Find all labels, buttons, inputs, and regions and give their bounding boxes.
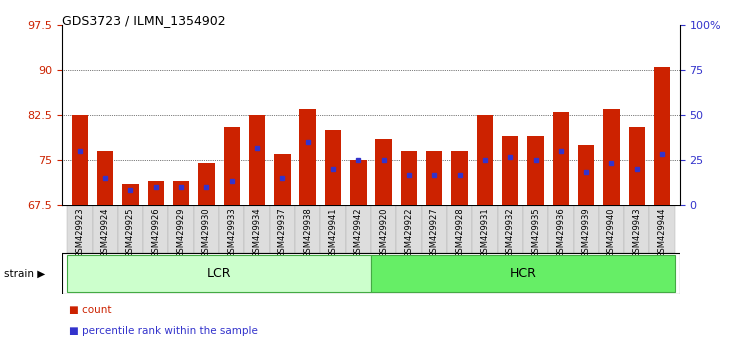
Bar xyxy=(548,205,574,253)
Bar xyxy=(325,130,341,205)
Bar xyxy=(224,127,240,205)
Bar xyxy=(118,205,143,253)
Bar xyxy=(523,205,548,253)
Text: GSM429922: GSM429922 xyxy=(404,208,414,258)
Text: GSM429926: GSM429926 xyxy=(151,208,160,258)
Bar xyxy=(447,205,472,253)
Bar xyxy=(396,205,422,253)
Text: GSM429940: GSM429940 xyxy=(607,208,616,258)
Bar xyxy=(527,136,544,205)
Text: GSM429938: GSM429938 xyxy=(303,208,312,258)
Bar xyxy=(477,115,493,205)
Text: GSM429924: GSM429924 xyxy=(101,208,110,258)
Text: ■ count: ■ count xyxy=(69,305,112,315)
Bar xyxy=(173,181,189,205)
Text: GSM429939: GSM429939 xyxy=(582,208,591,258)
Bar xyxy=(122,184,139,205)
Bar xyxy=(274,154,291,205)
Text: GSM429928: GSM429928 xyxy=(455,208,464,258)
Bar xyxy=(401,151,417,205)
Text: GSM429937: GSM429937 xyxy=(278,208,287,258)
Text: GSM429925: GSM429925 xyxy=(126,208,135,258)
Bar xyxy=(629,127,645,205)
Bar xyxy=(346,205,371,253)
Text: GSM429936: GSM429936 xyxy=(556,208,565,258)
Bar xyxy=(574,205,599,253)
Bar xyxy=(371,205,396,253)
Bar xyxy=(603,109,620,205)
Bar xyxy=(451,151,468,205)
Text: GSM429943: GSM429943 xyxy=(632,208,641,258)
Bar xyxy=(295,205,320,253)
Bar xyxy=(194,205,219,253)
Text: strain ▶: strain ▶ xyxy=(4,268,45,279)
Bar xyxy=(350,160,366,205)
Text: GSM429929: GSM429929 xyxy=(177,208,186,258)
Bar xyxy=(143,205,168,253)
Bar xyxy=(498,205,523,253)
Bar xyxy=(67,255,371,292)
Bar xyxy=(649,205,675,253)
Text: GSM429935: GSM429935 xyxy=(531,208,540,258)
Bar xyxy=(219,205,244,253)
Text: GSM429930: GSM429930 xyxy=(202,208,211,258)
Bar xyxy=(472,205,498,253)
Bar xyxy=(93,205,118,253)
Bar xyxy=(422,205,447,253)
Text: GSM429923: GSM429923 xyxy=(75,208,84,258)
Text: GSM429927: GSM429927 xyxy=(430,208,439,258)
Text: GSM429932: GSM429932 xyxy=(506,208,515,258)
Bar xyxy=(654,67,670,205)
Bar xyxy=(624,205,649,253)
Text: GSM429920: GSM429920 xyxy=(379,208,388,258)
Bar xyxy=(426,151,442,205)
Text: GSM429944: GSM429944 xyxy=(658,208,667,258)
Bar xyxy=(249,115,265,205)
Bar xyxy=(72,115,88,205)
Bar xyxy=(148,181,164,205)
Bar xyxy=(502,136,518,205)
Text: GSM429933: GSM429933 xyxy=(227,208,236,258)
Bar xyxy=(198,163,215,205)
Bar xyxy=(578,145,594,205)
Bar xyxy=(168,205,194,253)
Text: GSM429931: GSM429931 xyxy=(480,208,489,258)
Text: GSM429942: GSM429942 xyxy=(354,208,363,258)
Text: LCR: LCR xyxy=(207,267,231,280)
Bar xyxy=(376,139,392,205)
Bar xyxy=(244,205,270,253)
Bar xyxy=(270,205,295,253)
Text: ■ percentile rank within the sample: ■ percentile rank within the sample xyxy=(69,326,258,336)
Text: HCR: HCR xyxy=(510,267,537,280)
Bar xyxy=(97,151,113,205)
Text: GSM429934: GSM429934 xyxy=(253,208,262,258)
Bar xyxy=(67,205,93,253)
Text: GSM429941: GSM429941 xyxy=(328,208,338,258)
Bar xyxy=(300,109,316,205)
Bar xyxy=(320,205,346,253)
Text: GDS3723 / ILMN_1354902: GDS3723 / ILMN_1354902 xyxy=(62,14,226,27)
Bar xyxy=(371,255,675,292)
Bar xyxy=(553,112,569,205)
Bar xyxy=(599,205,624,253)
